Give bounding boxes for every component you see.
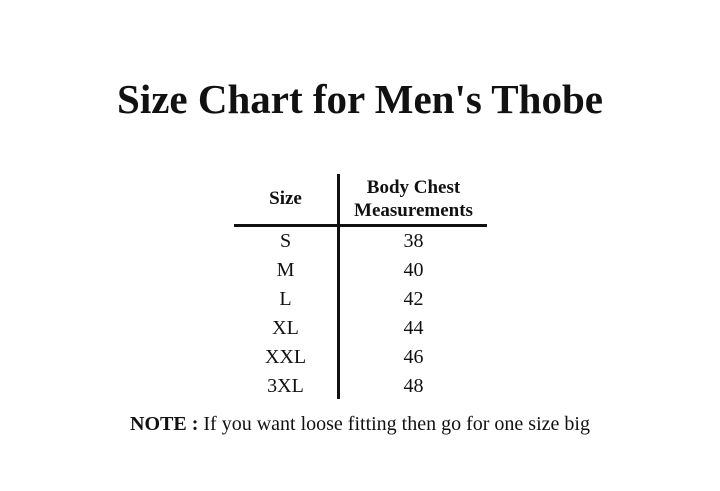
size-cell: XXL	[264, 346, 307, 368]
fit-note: NOTE : If you want loose fitting then go…	[0, 412, 720, 436]
chest-cell: 44	[403, 317, 424, 339]
chest-cell: 38	[403, 230, 424, 252]
note-label: NOTE :	[130, 413, 199, 435]
table-row: M 40	[234, 256, 487, 285]
page-title: Size Chart for Men's Thobe	[117, 76, 603, 122]
header-divider	[234, 224, 487, 227]
chest-cell: 48	[403, 375, 424, 397]
header-chest-line2: Measurements	[354, 200, 473, 221]
size-cell: L	[279, 288, 292, 310]
table-row: XL 44	[234, 314, 487, 343]
table-row: L 42	[234, 285, 487, 314]
table-row: XXL 46	[234, 343, 487, 372]
chest-cell: 42	[403, 288, 424, 310]
header-chest: Body Chest Measurements	[340, 176, 487, 222]
size-cell: M	[276, 259, 295, 281]
column-divider	[337, 174, 340, 399]
size-cell: 3XL	[267, 375, 304, 397]
table-row: S 38	[234, 227, 487, 256]
size-cell: S	[279, 230, 292, 252]
size-cell: XL	[272, 317, 299, 339]
chest-cell: 46	[403, 346, 424, 368]
table-row: 3XL 48	[234, 372, 487, 401]
header-chest-line1: Body Chest	[366, 177, 461, 198]
note-text: If you want loose fitting then go for on…	[198, 413, 590, 435]
chest-cell: 40	[403, 259, 424, 281]
header-size: Size	[269, 188, 302, 209]
